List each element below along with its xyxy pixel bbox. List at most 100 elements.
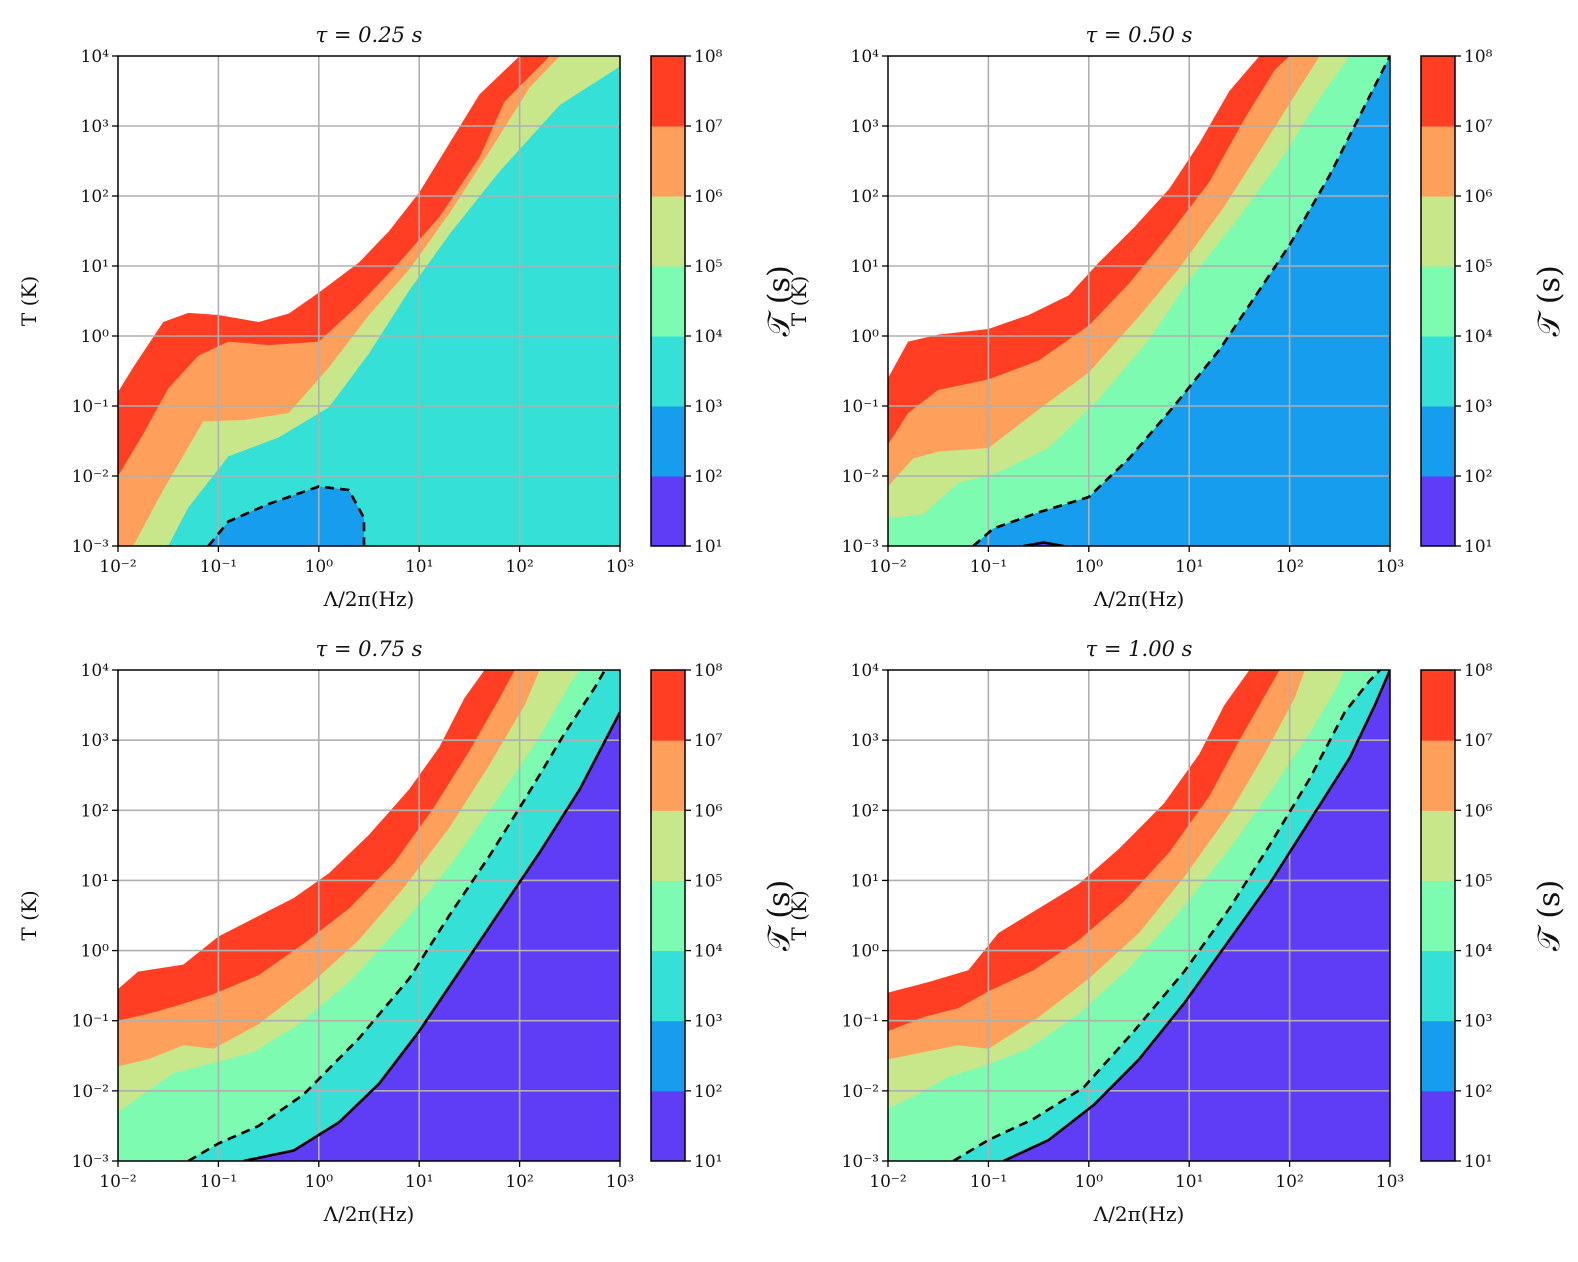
colorbar-segment	[1421, 1020, 1455, 1092]
colorbar-label: 𝒯 (s)	[762, 265, 797, 336]
y-tick-label: 10¹	[851, 257, 879, 277]
colorbar-segment	[1421, 670, 1455, 741]
solid-contour-line	[1023, 541, 1064, 546]
colorbar-segment	[1421, 740, 1455, 811]
colorbar-frame	[1420, 55, 1456, 547]
colorbar-segment	[651, 670, 685, 741]
colorbar-segment	[651, 740, 685, 811]
colorbar-tick-label: 10²	[694, 467, 722, 487]
x-tick-label: 10⁰	[305, 1172, 334, 1192]
colorbar-segment	[1421, 196, 1455, 267]
axes-frame	[887, 669, 1391, 1162]
colorbar-segment	[1421, 1090, 1455, 1162]
y-tick-label: 10⁻²	[72, 1082, 109, 1102]
colorbar-label: 𝒯 (s)	[1532, 880, 1567, 951]
colorbar-tick-label: 10⁷	[1464, 731, 1493, 751]
colorbar-segment	[651, 810, 685, 881]
colorbar-tick-label: 10⁴	[694, 327, 723, 347]
dashed-contour-line	[972, 56, 1390, 546]
colorbar-segment	[651, 56, 685, 127]
colorbar-tick-label: 10⁸	[1464, 47, 1493, 67]
x-tick-label: 10²	[1275, 1172, 1303, 1192]
x-tick-label: 10⁻¹	[200, 1172, 237, 1192]
colorbar-tick-label: 10⁸	[694, 661, 723, 681]
colorbar-tick-label: 10⁴	[1464, 327, 1493, 347]
contour-fills	[118, 670, 620, 1161]
y-tick-label: 10³	[851, 117, 879, 137]
colorbar-segment	[1421, 266, 1455, 337]
colorbar-segment	[1421, 476, 1455, 547]
colorbar: 10¹ 10² 10³ 10⁴ 10⁵ 10⁶ 10⁷ 10⁸ 𝒯 (s)	[1420, 47, 1567, 557]
x-tick-label: 10¹	[405, 1172, 433, 1192]
x-tick-label: 10²	[505, 557, 533, 577]
solid-contour-line	[1002, 670, 1390, 1161]
colorbar-segment	[1421, 336, 1455, 407]
x-tick-label: 10²	[505, 1172, 533, 1192]
y-tick-label: 10²	[851, 801, 879, 821]
panel-1: 10⁻² 10⁻¹ 10⁰ 10¹ 10² 10³10⁻³10⁻²10⁻¹10⁰10¹10…	[17, 23, 797, 611]
panel-title: τ = 0.50 s	[1086, 23, 1193, 47]
y-tick-label: 10¹	[851, 871, 879, 891]
grid	[888, 670, 1390, 1161]
colorbar-tick-label: 10²	[694, 1082, 722, 1102]
contour-fills	[888, 56, 1390, 546]
x-tick-label: 10³	[606, 1172, 634, 1192]
y-tick-label: 10⁴	[81, 661, 110, 681]
y-tick-label: 10⁻²	[842, 1082, 879, 1102]
x-axis-label: Λ/2π(Hz)	[323, 587, 415, 611]
y-tick-label: 10³	[81, 731, 109, 751]
panel-title: τ = 0.75 s	[316, 637, 423, 661]
y-tick-label: 10⁰	[81, 942, 110, 962]
y-tick-label: 10²	[851, 187, 879, 207]
colorbar-tick-label: 10⁴	[1464, 942, 1493, 962]
solid-contour-line	[243, 711, 620, 1161]
y-tick-label: 10⁴	[851, 47, 880, 67]
colorbar-tick-label: 10⁵	[694, 257, 723, 277]
colorbar-segment	[1421, 406, 1455, 477]
dashed-contour-line	[207, 485, 366, 546]
x-tick-label: 10⁰	[1075, 1172, 1104, 1192]
x-tick-label: 10¹	[1175, 557, 1203, 577]
x-tick-label: 10⁻²	[869, 1172, 906, 1192]
axes-frame	[887, 55, 1391, 547]
x-axis-label: Λ/2π(Hz)	[323, 1202, 415, 1226]
colorbar-tick-label: 10⁶	[694, 801, 723, 821]
y-tick-label: 10³	[81, 117, 109, 137]
colorbar-tick-label: 10⁵	[1464, 871, 1493, 891]
colorbar-tick-label: 10⁷	[694, 731, 723, 751]
colorbar-segment	[651, 196, 685, 267]
x-tick-label: 10³	[1376, 557, 1404, 577]
contour-fills	[888, 670, 1390, 1161]
y-tick-label: 10⁻¹	[842, 1012, 879, 1032]
contour-fills	[118, 56, 620, 546]
grid	[888, 56, 1390, 546]
x-tick-label: 10⁻¹	[200, 557, 237, 577]
panel-2: 10⁻² 10⁻¹ 10⁰ 10¹ 10² 10³10⁻³10⁻²10⁻¹10⁰10¹10…	[787, 23, 1567, 611]
x-tick-label: 10⁻²	[99, 557, 136, 577]
grid	[118, 670, 620, 1161]
colorbar-tick-label: 10¹	[694, 1152, 722, 1172]
axes-frame	[117, 55, 621, 547]
y-tick-label: 10⁻³	[72, 537, 109, 557]
contour-band-base	[973, 56, 1390, 546]
y-tick-label: 10⁰	[851, 942, 880, 962]
colorbar-segment	[1421, 126, 1455, 197]
colorbar-segment	[651, 950, 685, 1022]
y-tick-label: 10⁴	[81, 47, 110, 67]
colorbar-tick-label: 10⁶	[694, 187, 723, 207]
y-tick-label: 10²	[81, 187, 109, 207]
y-tick-label: 10⁴	[851, 661, 880, 681]
colorbar-tick-label: 10⁴	[694, 942, 723, 962]
colorbar-tick-label: 10³	[694, 397, 722, 417]
colorbar-tick-label: 10⁶	[1464, 801, 1493, 821]
colorbar-tick-label: 10¹	[1464, 537, 1492, 557]
y-axis-label: T (K)	[787, 276, 811, 326]
y-tick-label: 10¹	[81, 871, 109, 891]
x-tick-label: 10⁻²	[99, 1172, 136, 1192]
panel-title: τ = 0.25 s	[316, 23, 423, 47]
colorbar-tick-label: 10³	[694, 1012, 722, 1032]
x-tick-label: 10⁻¹	[970, 557, 1007, 577]
colorbar-segment	[1421, 880, 1455, 952]
colorbar-segment	[651, 1020, 685, 1092]
